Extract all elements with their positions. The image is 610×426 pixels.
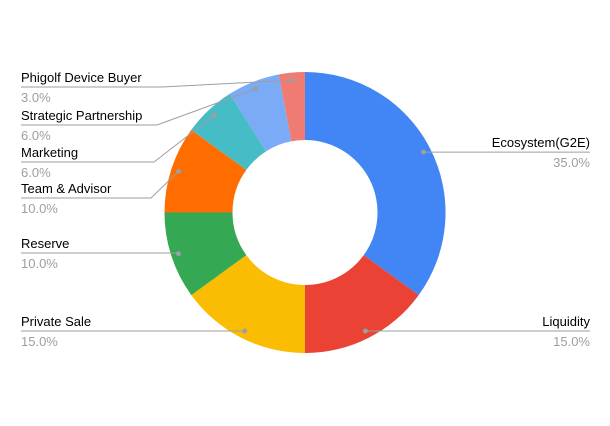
leader-line-team-advisor xyxy=(21,171,179,199)
leader-dot-reserve xyxy=(176,251,181,257)
leader-line-marketing xyxy=(21,115,215,163)
slice-liquidity xyxy=(305,255,419,353)
leader-dot-private-sale xyxy=(242,328,248,334)
leader-dot-team-advisor xyxy=(176,168,181,174)
slice-label-phigolf-device-buyer: Phigolf Device Buyer xyxy=(21,70,142,85)
leader-dot-liquidity xyxy=(362,328,368,334)
slice-pct-reserve: 10.0% xyxy=(21,256,58,271)
slice-label-private-sale: Private Sale xyxy=(21,314,92,329)
slice-label-liquidity: Liquidity xyxy=(542,314,590,329)
leader-dot-phigolf-device-buyer xyxy=(290,77,295,83)
slice-private-sale xyxy=(191,255,305,354)
slice-marketing xyxy=(191,93,267,170)
slice-ecosystem-g2e xyxy=(305,71,446,296)
slice-pct-phigolf-device-buyer: 3.0% xyxy=(21,90,51,105)
leader-line-strategic-partnership xyxy=(21,88,257,126)
slice-pct-private-sale: 15.0% xyxy=(21,334,58,349)
slice-pct-ecosystem: 35.0% xyxy=(553,155,590,170)
slice-label-ecosystem: Ecosystem(G2E) xyxy=(491,135,590,150)
slice-label-reserve: Reserve xyxy=(21,236,70,251)
slice-team-advisor xyxy=(164,129,247,213)
slice-label-strategic-partnership: Strategic Partnership xyxy=(21,108,143,123)
slice-reserve xyxy=(164,212,247,296)
leader-dot-ecosystem-g2e xyxy=(421,149,426,155)
slice-phigolf-device-buyer xyxy=(278,72,305,142)
slice-strategic-partnership xyxy=(229,74,292,152)
leader-dot-strategic-partnership xyxy=(253,86,259,92)
slice-label-marketing: Marketing xyxy=(21,145,79,160)
leader-line-phigolf-device-buyer xyxy=(21,79,293,88)
slice-pct-liquidity: 15.0% xyxy=(553,334,590,349)
leader-dot-marketing xyxy=(211,113,217,118)
slice-pct-strategic-partnership: 6.0% xyxy=(21,128,51,143)
slice-label-team-advisor: Team & Advisor xyxy=(21,181,112,196)
slice-pct-marketing: 6.0% xyxy=(21,165,51,180)
slice-pct-team-advisor: 10.0% xyxy=(21,201,58,216)
leader-line-reserve xyxy=(21,252,179,254)
